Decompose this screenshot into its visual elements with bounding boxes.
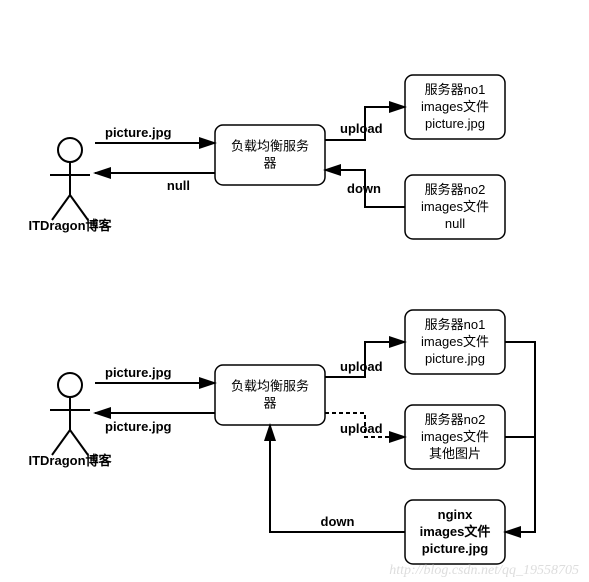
lbl-lb-s1-bot: upload <box>340 359 383 374</box>
server2-box-top-line-2: null <box>445 216 465 231</box>
lb-box-bottom-line-1: 器 <box>263 396 276 411</box>
server2-box-top-line-0: 服务器no2 <box>425 182 486 197</box>
server1-box-bottom-line-0: 服务器no1 <box>425 317 486 332</box>
actor-bottom <box>50 373 90 455</box>
lbl-lb-user-bot: picture.jpg <box>105 419 172 434</box>
lbl-user-lb-top: picture.jpg <box>105 125 172 140</box>
lbl-s2-lb-top: down <box>347 181 381 196</box>
lbl-lb-s2-bot: upload <box>340 421 383 436</box>
server1-box-bottom-line-1: images文件 <box>421 334 489 349</box>
server1-box-bottom-line-2: picture.jpg <box>425 351 485 366</box>
nginx-box-bottom-line-2: picture.jpg <box>422 541 489 556</box>
server1-box-top-line-1: images文件 <box>421 99 489 114</box>
server2-box-bottom-line-1: images文件 <box>421 429 489 444</box>
actor-bottom-label: ITDragon博客 <box>28 453 112 468</box>
server1-box-top-line-0: 服务器no1 <box>425 82 486 97</box>
lbl-lb-user-top: null <box>167 178 190 193</box>
nginx-box-bottom-line-1: images文件 <box>420 524 491 539</box>
actor-top-label: ITDragon博客 <box>28 218 112 233</box>
watermark: http://blog.csdn.net/qq_19558705 <box>389 563 579 578</box>
server2-box-bottom-line-2: 其他图片 <box>429 446 481 461</box>
lb-box-bottom-line-0: 负载均衡服务 <box>231 379 309 394</box>
lb-box-top-line-1: 器 <box>263 156 276 171</box>
lb-box-top-line-0: 负载均衡服务 <box>231 139 309 154</box>
server1-box-top-line-2: picture.jpg <box>425 116 485 131</box>
nginx-box-bottom-line-0: nginx <box>438 507 473 522</box>
lbl-nginx-lb: down <box>321 514 355 529</box>
server2-box-top-line-1: images文件 <box>421 199 489 214</box>
lbl-lb-s1-top: upload <box>340 121 383 136</box>
lbl-user-lb-bot: picture.jpg <box>105 365 172 380</box>
actor-top <box>50 138 90 220</box>
server2-box-bottom-line-0: 服务器no2 <box>425 412 486 427</box>
